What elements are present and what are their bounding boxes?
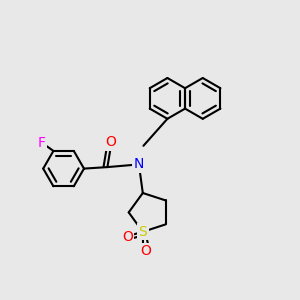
Text: O: O	[105, 135, 116, 149]
Text: F: F	[38, 136, 45, 149]
Text: O: O	[140, 244, 151, 258]
Text: O: O	[122, 230, 133, 244]
Text: S: S	[138, 225, 147, 239]
Text: N: N	[134, 158, 144, 171]
